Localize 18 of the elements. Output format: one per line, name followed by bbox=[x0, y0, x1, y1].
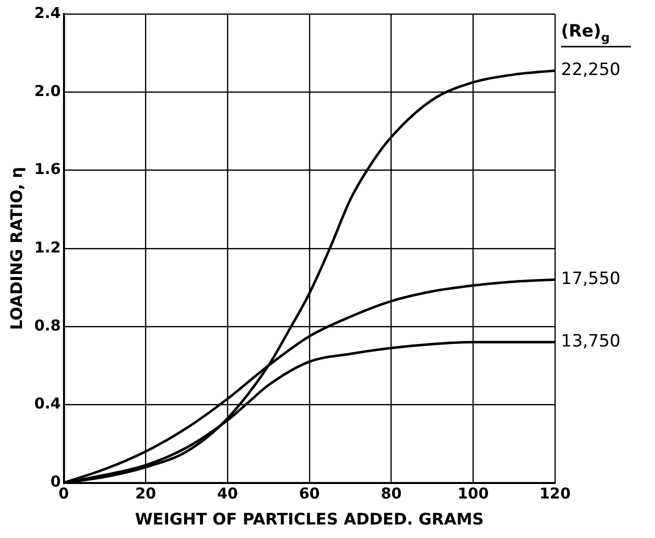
y-tick-label: 2.0 bbox=[34, 82, 61, 100]
x-tick-label: 60 bbox=[298, 484, 320, 503]
x-axis-title: WEIGHT OF PARTICLES ADDED. GRAMS bbox=[134, 510, 484, 529]
x-tick-label: 20 bbox=[135, 484, 156, 503]
y-axis-title: LOADING RATIO, η bbox=[6, 166, 26, 330]
y-tick-label: 1.6 bbox=[34, 160, 61, 178]
series-label: 17,550 bbox=[561, 269, 620, 290]
x-tick-label: 100 bbox=[457, 484, 489, 503]
y-tick-label: 1.2 bbox=[34, 238, 61, 256]
legend-label: 22,250 bbox=[561, 60, 620, 80]
x-tick-label: 40 bbox=[217, 484, 238, 503]
y-tick-label: 0.4 bbox=[34, 394, 61, 413]
series-label: 13,750 bbox=[561, 332, 620, 352]
y-tick-label: 0.8 bbox=[34, 316, 61, 334]
x-tick-label: 80 bbox=[380, 484, 402, 503]
y-tick-label: 0 bbox=[50, 472, 61, 491]
x-tick-label: 120 bbox=[539, 484, 571, 503]
y-tick-label: 2.4 bbox=[34, 4, 61, 22]
